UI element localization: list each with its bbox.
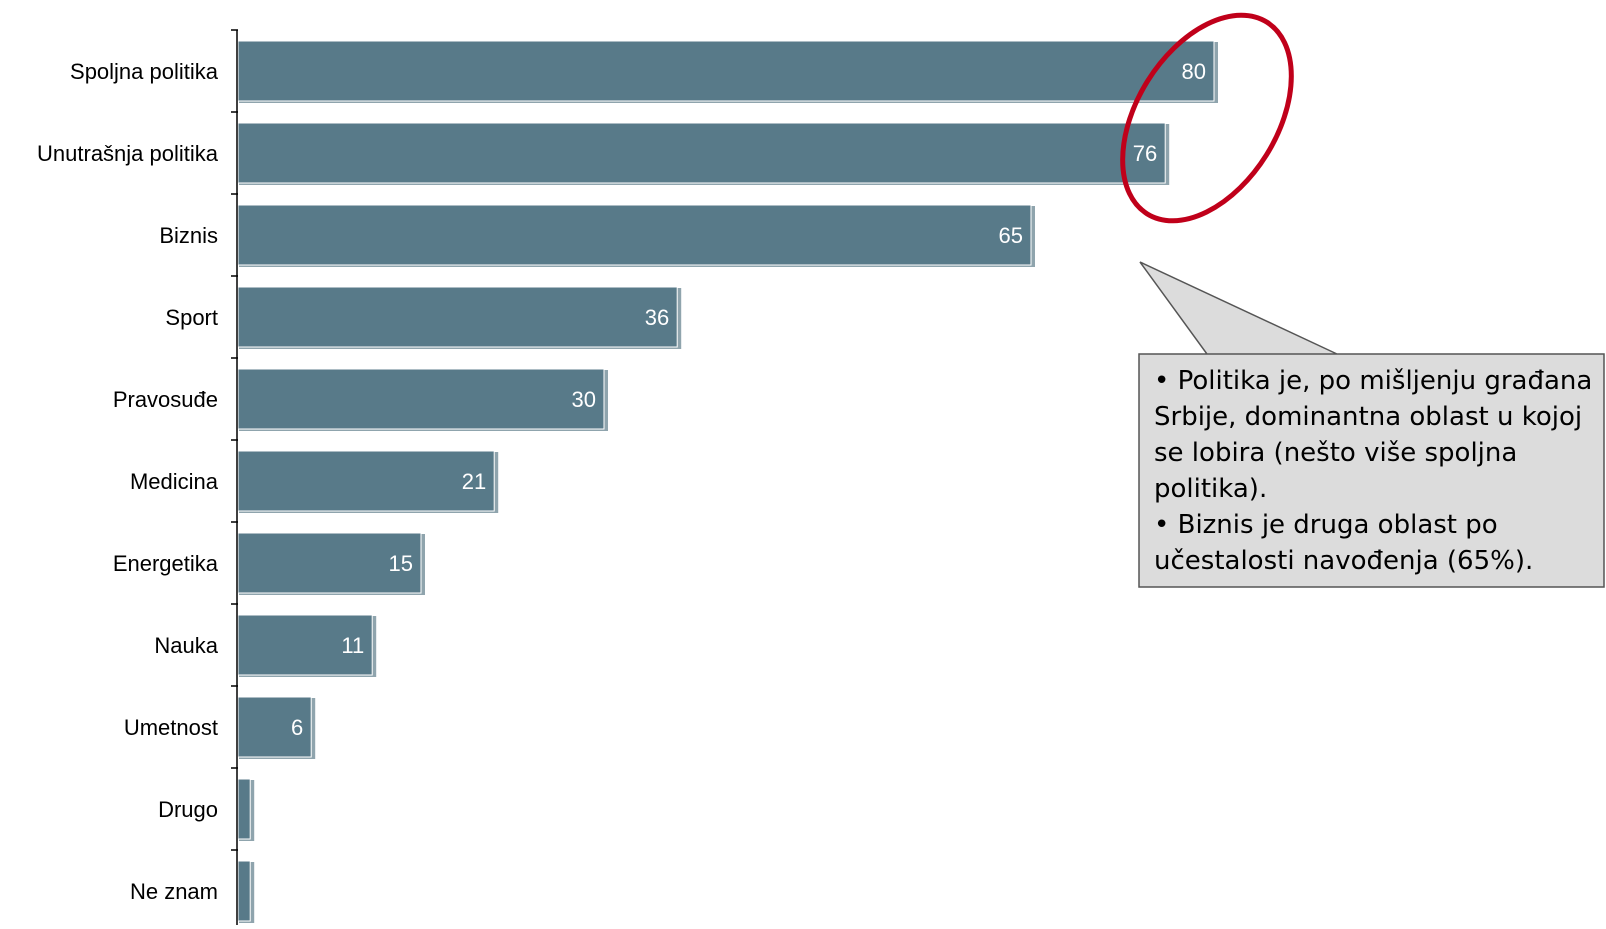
category-labels: Spoljna politika 80 Unutrašnja politika 76 B… [37, 59, 1206, 904]
category-label: Sport [165, 305, 218, 330]
category-label: Energetika [113, 551, 219, 576]
category-label: Spoljna politika [70, 59, 219, 84]
category-label: Drugo [158, 797, 218, 822]
category-label: Umetnost [124, 715, 218, 740]
bar [237, 450, 495, 512]
value-label: 76 [1133, 141, 1157, 166]
callout-line-2: • Biznis je druga oblast po učestalosti … [1154, 510, 1534, 576]
category-label: Medicina [130, 469, 219, 494]
bar [237, 286, 678, 348]
category-label: Ne znam [130, 879, 218, 904]
bar [237, 860, 251, 922]
value-label: 30 [572, 387, 596, 412]
bar [237, 532, 422, 594]
bar [237, 614, 373, 676]
bar [237, 204, 1032, 266]
bar [237, 696, 312, 758]
value-label: 6 [291, 715, 303, 740]
callout-box [1138, 261, 1605, 588]
y-axis-ticks [231, 29, 238, 851]
category-label: Nauka [154, 633, 218, 658]
callout-text: • Politika je, po mišljenju građana Srbi… [1154, 363, 1602, 579]
value-label: 15 [389, 551, 413, 576]
value-label: 80 [1182, 59, 1206, 84]
callout-line-1: • Politika je, po mišljenju građana Srbi… [1154, 366, 1593, 504]
value-label: 21 [462, 469, 486, 494]
value-label: 65 [999, 223, 1023, 248]
category-label: Pravosuđe [113, 387, 218, 412]
bar [237, 778, 251, 840]
category-label: Unutrašnja politika [37, 141, 219, 166]
highlight-ellipse [1120, 12, 1294, 224]
bar [237, 40, 1215, 102]
category-label: Biznis [159, 223, 218, 248]
bar [237, 368, 605, 430]
bar [237, 122, 1166, 184]
bars-group [237, 40, 1218, 923]
value-label: 36 [645, 305, 669, 330]
value-label: 11 [341, 633, 364, 658]
